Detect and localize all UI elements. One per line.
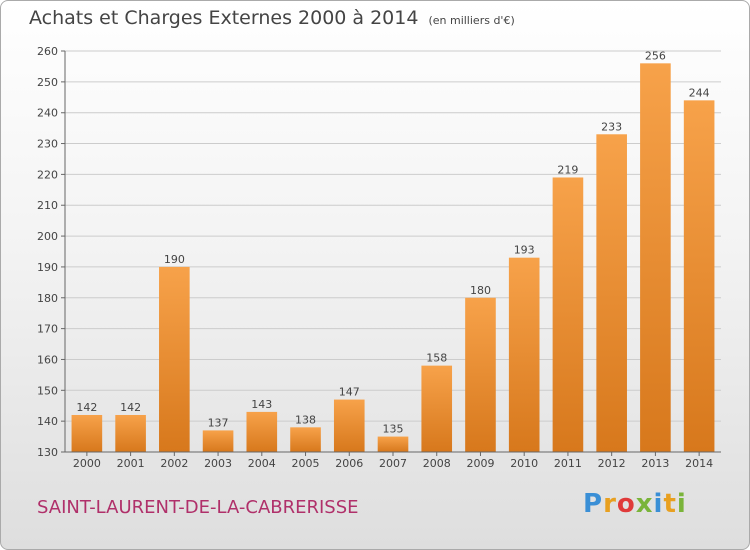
x-tick-label: 2007 xyxy=(379,457,407,470)
bar-2001 xyxy=(115,414,146,452)
x-tick-label: 2012 xyxy=(598,457,626,470)
x-tick-label: 2013 xyxy=(641,457,669,470)
x-tick-label: 2000 xyxy=(73,457,101,470)
y-tick-label: 230 xyxy=(37,138,58,151)
chart-title-block: Achats et Charges Externes 2000 à 2014 (e… xyxy=(29,7,515,29)
commune-name: SAINT-LAURENT-DE-LA-CABRERISSE xyxy=(37,497,359,518)
y-tick-label: 210 xyxy=(37,199,58,212)
y-tick-label: 250 xyxy=(37,76,58,89)
x-tick-label: 2005 xyxy=(292,457,320,470)
data-label: 233 xyxy=(601,120,622,133)
bar-2003 xyxy=(202,430,234,452)
axes xyxy=(64,51,721,453)
data-label: 158 xyxy=(426,352,447,365)
data-label: 143 xyxy=(251,398,272,411)
data-label: 142 xyxy=(76,401,97,414)
data-label: 193 xyxy=(514,244,535,257)
y-tick-label: 170 xyxy=(37,323,58,336)
chart-title: Achats et Charges Externes 2000 à 2014 xyxy=(29,7,419,29)
logo-letter: i xyxy=(653,489,664,519)
x-tick-label: 2004 xyxy=(248,457,276,470)
y-tick-label: 160 xyxy=(37,353,58,366)
data-label: 219 xyxy=(557,163,578,176)
logo-letter: i xyxy=(676,489,687,519)
x-tick-label: 2011 xyxy=(554,457,582,470)
bar-2005 xyxy=(290,427,321,452)
bar-2014 xyxy=(683,100,715,452)
x-tick-label: 2001 xyxy=(117,457,145,470)
bar-2002 xyxy=(159,266,190,452)
y-tick-label: 220 xyxy=(37,168,58,181)
y-tick-label: 200 xyxy=(37,230,58,243)
y-tick-label: 130 xyxy=(37,446,58,459)
logo-letter: t xyxy=(663,489,677,519)
data-label: 138 xyxy=(295,413,316,426)
bar-2012 xyxy=(596,134,627,453)
x-tick-label: 2003 xyxy=(204,457,232,470)
y-tick-label: 260 xyxy=(37,45,58,58)
x-tick-label: 2010 xyxy=(510,457,538,470)
y-tick-label: 190 xyxy=(37,261,58,274)
data-label: 147 xyxy=(339,386,360,399)
x-axis-ticks: 2000 2001 2002 2003 2004 2005 2006 2007 2008 2009… xyxy=(73,452,713,470)
proxiti-logo: Proxiti xyxy=(583,489,687,519)
data-label: 142 xyxy=(120,401,141,414)
y-tick-label: 240 xyxy=(37,107,58,120)
bar-2009 xyxy=(465,297,496,452)
x-tick-label: 2002 xyxy=(160,457,188,470)
bar-2013 xyxy=(640,63,671,452)
x-tick-label: 2014 xyxy=(685,457,713,470)
data-label: 135 xyxy=(383,423,404,436)
data-label: 244 xyxy=(689,86,710,99)
x-tick-label: 2008 xyxy=(423,457,451,470)
bar-2011 xyxy=(552,177,584,452)
chart-unit: (en milliers d'€) xyxy=(428,14,515,27)
data-label: 137 xyxy=(208,416,229,429)
bar-2006 xyxy=(333,399,365,452)
logo-letter: x xyxy=(635,489,654,519)
bar-2010 xyxy=(508,257,540,452)
data-label: 256 xyxy=(645,49,666,62)
y-axis-ticks: 130 140 150 160 170 180 190 200 210 220 230 240 250 2… xyxy=(37,45,65,459)
data-label: 190 xyxy=(164,253,185,266)
bar-2008 xyxy=(421,365,453,452)
y-tick-label: 150 xyxy=(37,384,58,397)
bar-2007 xyxy=(377,436,409,452)
bars: 142 142 190 137 143 138 147 135 158 180 193 219 233 2… xyxy=(71,49,715,453)
x-tick-label: 2009 xyxy=(466,457,494,470)
data-label: 180 xyxy=(470,284,491,297)
logo-letter: o xyxy=(616,489,636,519)
logo-letter: r xyxy=(603,489,617,519)
x-tick-label: 2006 xyxy=(335,457,363,470)
y-tick-label: 140 xyxy=(37,415,58,428)
bar-2000 xyxy=(71,414,103,452)
logo-letter: P xyxy=(583,489,604,519)
y-tick-label: 180 xyxy=(37,292,58,305)
bar-2004 xyxy=(246,411,278,452)
